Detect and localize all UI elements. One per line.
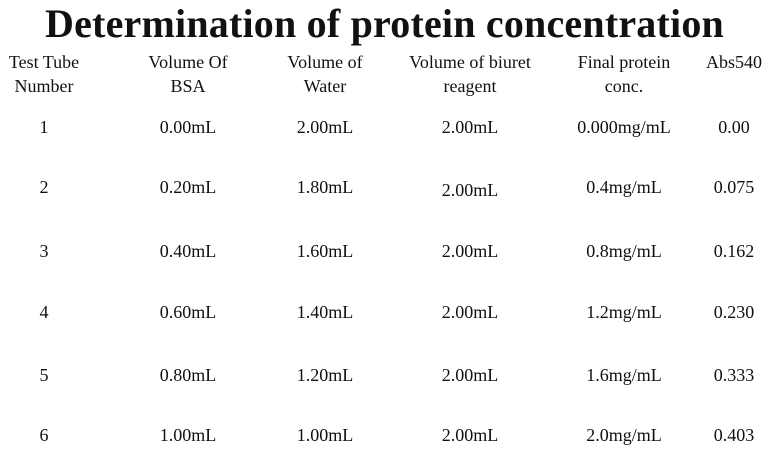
column-header: Final protein conc. <box>577 52 671 96</box>
column-header: Volume of Water <box>287 52 363 96</box>
table-cell: 2.0mg/mL <box>586 425 662 445</box>
table-cell: 1.80mL <box>296 177 354 197</box>
table-cell: 2.00mL <box>441 241 499 261</box>
table-cell: 1.60mL <box>296 241 354 261</box>
column-header: Abs540 <box>705 52 763 72</box>
table-cell: 1.40mL <box>296 302 354 322</box>
table-cell: 1.20mL <box>296 365 354 385</box>
table-cell: 2.00mL <box>441 425 499 445</box>
page-title: Determination of protein concentration <box>45 1 724 46</box>
table-cell: 1 <box>39 117 49 137</box>
table-cell: 2.00mL <box>441 117 499 137</box>
table-cell: 0.8mg/mL <box>586 241 662 261</box>
table-cell: 0.20mL <box>159 177 217 197</box>
table-cell: 2.00mL <box>441 302 499 322</box>
table-cell: 5 <box>39 365 49 385</box>
table-cell: 3 <box>39 241 49 261</box>
table-cell: 0.40mL <box>159 241 217 261</box>
table-cell: 0.60mL <box>159 302 217 322</box>
table-cell: 0.075 <box>713 177 755 197</box>
table-cell: 2.00mL <box>296 117 354 137</box>
table-cell: 4 <box>39 302 49 322</box>
table-cell: 0.403 <box>713 425 755 445</box>
table-cell: 1.00mL <box>159 425 217 445</box>
table-cell: 0.000mg/mL <box>577 117 671 137</box>
table-cell: 0.162 <box>713 241 755 261</box>
table-cell: 1.00mL <box>296 425 354 445</box>
table-cell: 2.00mL <box>441 365 499 385</box>
table-cell: 1.6mg/mL <box>586 365 662 385</box>
table-cell: 1.2mg/mL <box>586 302 662 322</box>
table-cell: 0.4mg/mL <box>586 177 662 197</box>
column-header: Volume Of BSA <box>148 52 228 96</box>
table-cell: 0.80mL <box>159 365 217 385</box>
column-header: Test Tube Number <box>8 52 80 96</box>
table-cell: 0.00mL <box>159 117 217 137</box>
table-cell: 6 <box>39 425 49 445</box>
table-cell: 0.333 <box>713 365 755 385</box>
table-cell: 2 <box>39 177 49 197</box>
column-header: Volume of biuret reagent <box>409 52 531 96</box>
table-cell: 0.00 <box>718 117 750 137</box>
table-cell: 2.00mL <box>441 180 499 200</box>
table-cell: 0.230 <box>713 302 755 322</box>
